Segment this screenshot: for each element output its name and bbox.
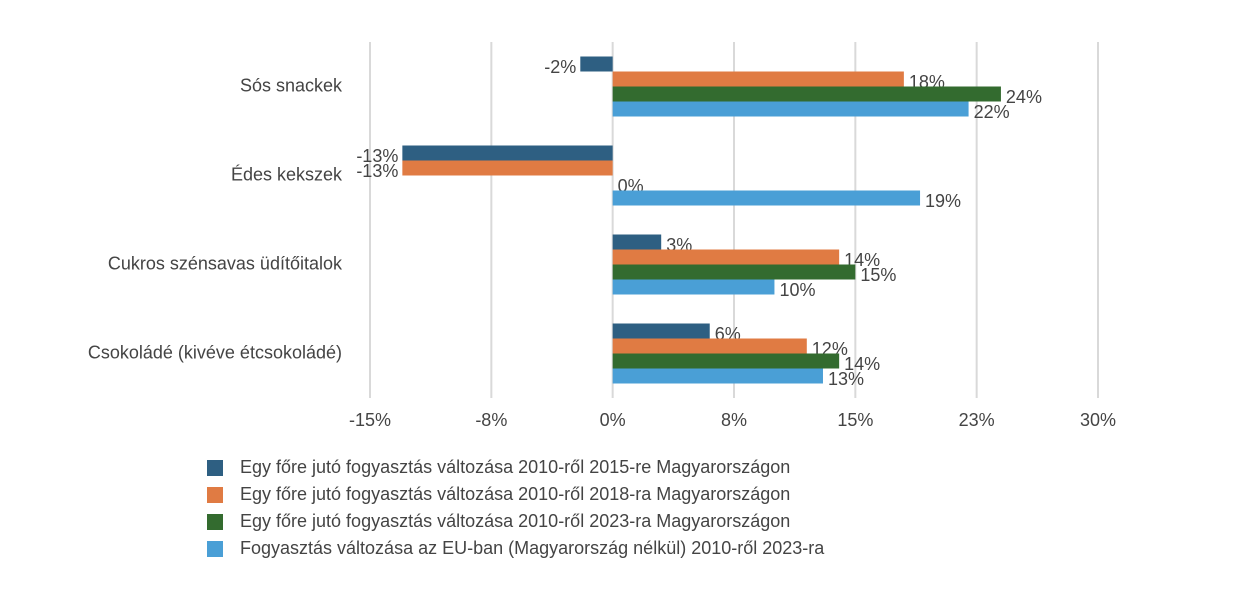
- bar: [612, 249, 840, 265]
- x-tick-label: 0%: [600, 410, 626, 430]
- x-tick-label: 15%: [837, 410, 873, 430]
- value-label: 19%: [925, 191, 961, 211]
- legend-swatch: [207, 541, 223, 557]
- bar: [612, 353, 840, 369]
- legend-swatch: [207, 514, 223, 530]
- bar: [612, 101, 969, 117]
- category-label: Csokoládé (kivéve étcsokoládé): [88, 342, 342, 362]
- category-label: Édes kekszek: [231, 164, 343, 184]
- bar: [612, 86, 1001, 102]
- x-tick-label: 23%: [959, 410, 995, 430]
- legend-label: Fogyasztás változása az EU-ban (Magyaror…: [240, 538, 825, 558]
- value-label: -13%: [356, 161, 398, 181]
- x-tick-label: 8%: [721, 410, 747, 430]
- bar: [612, 71, 904, 87]
- bar: [612, 279, 775, 295]
- value-label: 15%: [860, 265, 896, 285]
- legend-label: Egy főre jutó fogyasztás változása 2010-…: [240, 457, 790, 477]
- legend-label: Egy főre jutó fogyasztás változása 2010-…: [240, 511, 790, 531]
- value-label: 10%: [779, 280, 815, 300]
- x-tick-label: 30%: [1080, 410, 1116, 430]
- legend-swatch: [207, 460, 223, 476]
- value-label: 13%: [828, 369, 864, 389]
- bar: [612, 234, 662, 250]
- category-label: Sós snackek: [240, 75, 343, 95]
- bar: [612, 368, 823, 384]
- value-label: -2%: [544, 57, 576, 77]
- bar: [612, 264, 856, 280]
- value-label: 24%: [1006, 87, 1042, 107]
- category-label: Cukros szénsavas üdítőitalok: [108, 253, 343, 273]
- legend-swatch: [207, 487, 223, 503]
- x-tick-label: -15%: [349, 410, 391, 430]
- value-label: 22%: [974, 102, 1010, 122]
- bar: [612, 190, 921, 206]
- legend-label: Egy főre jutó fogyasztás változása 2010-…: [240, 484, 790, 504]
- value-label: -13%: [356, 146, 398, 166]
- bar: [402, 160, 613, 176]
- bar: [612, 338, 807, 354]
- bar: [612, 323, 710, 339]
- bar: [402, 145, 613, 161]
- value-label: 14%: [844, 354, 880, 374]
- x-tick-label: -8%: [475, 410, 507, 430]
- bar: [580, 56, 613, 72]
